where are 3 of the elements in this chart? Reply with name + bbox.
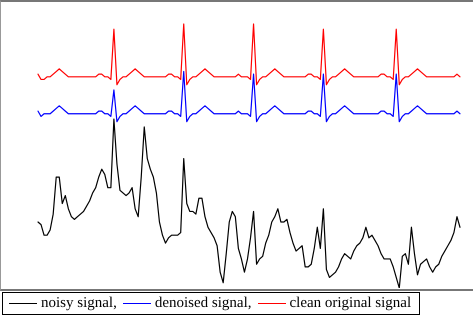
legend-label: clean original signal [290,295,412,312]
legend-label: noisy signal, [41,295,117,312]
legend-label: denoised signal, [154,295,252,312]
